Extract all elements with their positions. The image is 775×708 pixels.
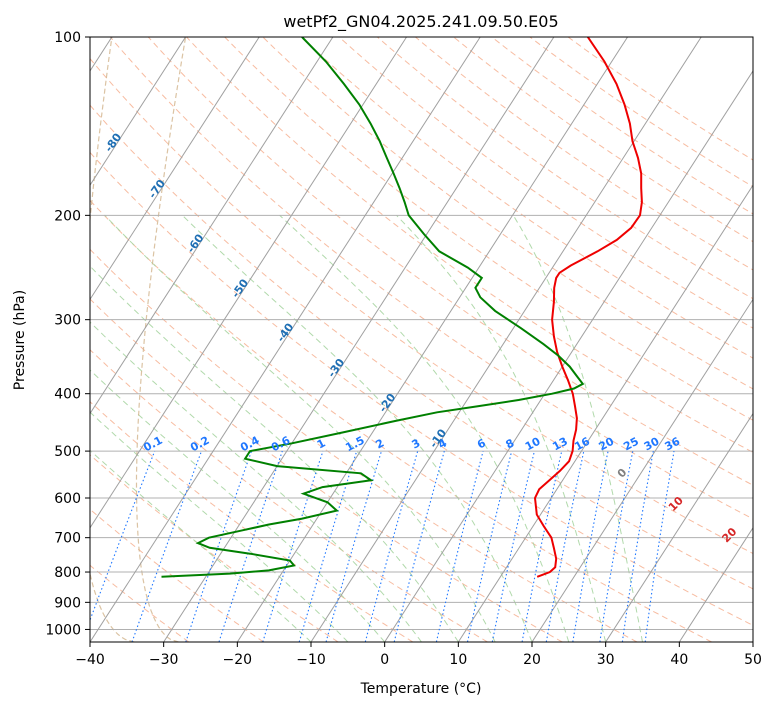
x-tick-label: 20 <box>523 652 541 668</box>
skewed-isotherm-line <box>90 37 260 301</box>
x-tick-label: −40 <box>75 652 105 668</box>
moist-adiabat-line <box>181 214 533 642</box>
dry-adiabat-line <box>90 151 753 627</box>
mixing-ratio-label: 25 <box>621 435 641 454</box>
mixing-ratio-line <box>621 450 654 642</box>
mixing-ratio-line <box>466 450 513 642</box>
dry-adiabat-line <box>90 349 488 642</box>
y-axis-label: Pressure (hPa) <box>12 290 28 390</box>
mixing-ratio-line <box>90 450 156 622</box>
mixing-ratio-line <box>131 450 203 642</box>
mixing-ratio-line <box>364 450 419 642</box>
skewed-isotherm-line <box>90 37 334 415</box>
ice-curve-line <box>135 37 187 642</box>
y-tick-label: 700 <box>54 531 81 547</box>
skewed-isotherm-line <box>384 70 753 642</box>
chart-title: wetPf2_GN04.2025.241.09.50.E05 <box>283 12 558 32</box>
y-tick-label: 600 <box>54 491 81 507</box>
x-tick-label: −20 <box>223 652 253 668</box>
mixing-ratio-label: 13 <box>550 435 570 454</box>
x-tick-label: 40 <box>670 652 688 668</box>
mixing-ratio-line <box>298 450 358 642</box>
skewed-isotherm-line <box>678 526 753 642</box>
dry-adiabat-line <box>262 37 753 390</box>
skewed-isotherm-line <box>531 298 753 642</box>
mixing-ratio-line <box>218 450 283 642</box>
skewed-isotherm-line <box>163 37 555 642</box>
dry-adiabat-line <box>300 37 753 359</box>
plot-frame <box>89 36 754 643</box>
mixing-ratio-label: 36 <box>663 435 683 454</box>
moist-adiabat-line <box>90 449 312 642</box>
temperature-profile-line <box>533 37 643 578</box>
mixing-ratio-line <box>262 450 324 642</box>
dry-adiabat-line <box>109 37 753 520</box>
moist-adiabat-line <box>90 411 349 642</box>
mixing-ratio-line <box>435 450 484 642</box>
x-tick-label: 50 <box>744 652 762 668</box>
background-lines <box>90 37 753 642</box>
dry-adiabat-line <box>90 248 638 642</box>
y-tick-label: 500 <box>54 444 81 460</box>
dry-adiabat-line <box>90 298 563 642</box>
mixing-ratio-label: 16 <box>572 435 592 454</box>
profile-lines <box>161 37 643 578</box>
y-tick-label: 900 <box>54 595 81 611</box>
moist-adiabat-line <box>279 214 570 642</box>
skewed-isotherm-line <box>236 37 628 642</box>
mixing-ratio-label: 10 <box>523 435 543 454</box>
moist-adiabat-line <box>90 265 459 642</box>
mixing-ratio-line <box>325 450 383 642</box>
y-tick-label: 1000 <box>45 622 81 638</box>
skewed-isotherm-line <box>90 37 186 187</box>
y-tick-label: 400 <box>54 387 81 403</box>
x-axis-label: Temperature (°C) <box>360 681 482 697</box>
mixing-ratio-line <box>393 450 445 642</box>
dry-adiabat-line <box>90 508 264 642</box>
y-tick-label: 100 <box>54 30 81 46</box>
skewed-isotherm-line <box>90 37 407 529</box>
mixing-ratio-line <box>644 451 675 642</box>
mixing-ratio-label: 30 <box>642 435 662 454</box>
x-tick-label: 30 <box>597 652 615 668</box>
mixing-ratio-line <box>491 450 535 642</box>
mixing-ratio-label: 20 <box>597 435 617 454</box>
x-tick-label: 0 <box>380 652 389 668</box>
dry-adiabat-line <box>90 454 339 642</box>
skewed-isotherm-line <box>310 37 702 642</box>
moist-adiabat-line <box>90 321 422 642</box>
mixing-ratio-line <box>185 450 253 642</box>
dewpoint-profile-line <box>161 37 585 578</box>
y-tick-label: 300 <box>54 313 81 329</box>
dry-adiabat-line <box>90 104 753 590</box>
moist-adiabat-line <box>104 214 496 642</box>
x-tick-label: −10 <box>296 652 326 668</box>
dry-adiabat-line <box>90 199 712 642</box>
skewed-isotherm-line <box>457 184 753 642</box>
moist-adiabat-line <box>90 369 386 642</box>
skewed-isotherm-line <box>90 37 481 642</box>
y-tick-label: 800 <box>54 565 81 581</box>
axes: −40 −30 −20 −10 0 10 20 30 40 50 100 200 300 400 500 60… <box>45 30 762 668</box>
x-tick-label: 10 <box>449 652 467 668</box>
skewed-isotherm-line <box>605 412 753 642</box>
x-tick-label: −30 <box>149 652 179 668</box>
y-tick-label: 200 <box>54 208 81 224</box>
